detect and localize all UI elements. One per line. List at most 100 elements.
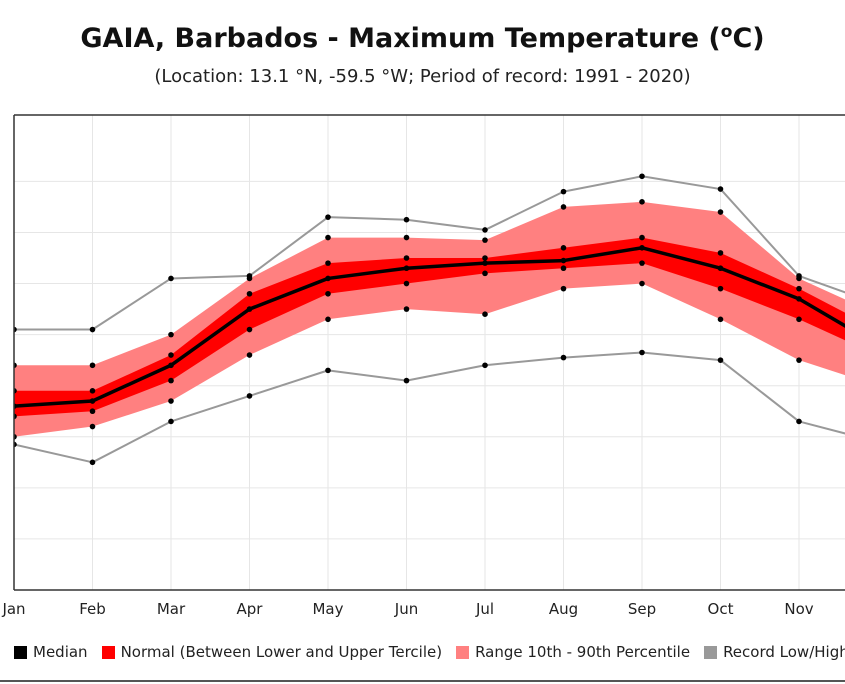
legend-swatch-normal xyxy=(101,645,115,659)
data-point-record-low xyxy=(403,377,410,384)
legend-label-record: Record Low/High xyxy=(723,643,845,661)
data-point-record-high xyxy=(560,188,567,195)
chart-title-text: GAIA, Barbados - Maximum Temperature ( xyxy=(80,23,721,54)
data-point-record-low xyxy=(639,349,645,356)
data-point-upper-tercile xyxy=(717,250,724,256)
data-point-upper-tercile xyxy=(325,260,331,266)
chart-legend: Median Normal (Between Lower and Upper T… xyxy=(0,640,845,664)
data-point-upper-tercile xyxy=(796,285,802,292)
data-point-lower-tercile xyxy=(403,280,410,287)
legend-item-median: Median xyxy=(14,643,88,661)
data-point-lower-tercile xyxy=(482,270,488,277)
chart-title-unit: C) xyxy=(732,23,765,54)
plot-area xyxy=(14,173,845,466)
data-point-90th-percentile xyxy=(717,209,724,215)
median-line xyxy=(14,246,845,408)
data-point-lower-tercile xyxy=(796,316,802,323)
data-point-record-low xyxy=(325,367,331,374)
data-point-10th-percentile xyxy=(796,357,802,363)
data-point-median xyxy=(403,265,410,272)
data-point-90th-percentile xyxy=(639,199,645,205)
data-point-upper-tercile xyxy=(639,234,645,241)
data-point-upper-tercile xyxy=(246,290,253,297)
record-high-line xyxy=(14,175,845,331)
x-tick-label: Aug xyxy=(549,600,578,618)
data-point-upper-tercile xyxy=(89,388,96,394)
chart-title: GAIA, Barbados - Maximum Temperature (oC… xyxy=(0,22,845,54)
data-point-lower-tercile xyxy=(89,408,96,415)
legend-item-range: Range 10th - 90th Percentile xyxy=(456,643,690,661)
data-point-record-high xyxy=(639,173,645,180)
data-point-90th-percentile xyxy=(168,331,174,338)
data-point-median xyxy=(560,257,567,264)
legend-item-record: Record Low/High xyxy=(704,643,845,661)
x-tick-label: Mar xyxy=(157,600,186,618)
x-tick-label: May xyxy=(312,600,343,618)
bottom-divider xyxy=(0,680,845,682)
data-point-record-high xyxy=(89,326,96,333)
data-point-lower-tercile xyxy=(717,285,724,292)
record-low-line xyxy=(14,351,845,464)
data-point-median xyxy=(717,265,724,272)
data-point-90th-percentile xyxy=(482,237,488,243)
data-point-record-high xyxy=(325,214,331,220)
data-point-record-high xyxy=(403,216,410,223)
x-tick-label: Jan xyxy=(1,600,25,618)
data-point-record-low xyxy=(168,418,174,425)
data-point-record-high xyxy=(717,186,724,192)
data-point-10th-percentile xyxy=(482,311,488,317)
data-point-90th-percentile xyxy=(325,234,331,241)
data-point-record-high xyxy=(168,275,174,282)
data-point-upper-tercile xyxy=(560,244,567,251)
data-point-record-low xyxy=(89,459,96,466)
data-point-10th-percentile xyxy=(403,306,410,312)
data-point-upper-tercile xyxy=(403,255,410,261)
x-tick-label: Sep xyxy=(628,600,656,618)
data-point-10th-percentile xyxy=(89,423,96,430)
legend-item-normal: Normal (Between Lower and Upper Tercile) xyxy=(101,643,443,661)
x-tick-label: Jun xyxy=(394,600,418,618)
data-point-90th-percentile xyxy=(796,275,802,282)
data-point-median xyxy=(89,398,96,404)
data-point-record-low xyxy=(560,354,567,361)
data-point-90th-percentile xyxy=(403,234,410,241)
legend-swatch-median xyxy=(14,645,27,659)
data-point-record-low xyxy=(796,418,802,425)
x-tick-label: Apr xyxy=(237,600,264,618)
data-point-lower-tercile xyxy=(639,260,645,266)
data-point-10th-percentile xyxy=(325,316,331,323)
data-point-10th-percentile xyxy=(717,316,724,323)
data-point-median xyxy=(482,260,488,266)
data-point-lower-tercile xyxy=(325,290,331,297)
data-point-10th-percentile xyxy=(246,352,253,358)
legend-label-range: Range 10th - 90th Percentile xyxy=(475,643,691,661)
data-point-median xyxy=(796,296,802,302)
x-tick-label: Nov xyxy=(784,600,813,618)
data-point-10th-percentile xyxy=(639,280,645,287)
data-point-record-low xyxy=(717,357,724,363)
data-point-median xyxy=(639,244,645,251)
data-point-upper-tercile xyxy=(168,352,174,358)
data-point-record-low xyxy=(246,393,253,399)
data-point-lower-tercile xyxy=(168,377,174,384)
legend-swatch-range xyxy=(456,645,470,659)
data-point-90th-percentile xyxy=(246,275,253,282)
chart-subtitle: (Location: 13.1 °N, -59.5 °W; Period of … xyxy=(154,66,691,87)
data-point-upper-tercile xyxy=(482,255,488,261)
data-point-median xyxy=(325,275,331,282)
legend-label-normal: Normal (Between Lower and Upper Tercile) xyxy=(120,643,443,661)
data-point-90th-percentile xyxy=(560,204,567,210)
x-tick-label: Oct xyxy=(708,600,734,618)
x-tick-label: Feb xyxy=(79,600,106,618)
legend-swatch-record xyxy=(704,645,718,659)
x-tick-label: Jul xyxy=(475,600,494,618)
data-point-10th-percentile xyxy=(168,398,174,404)
data-point-lower-tercile xyxy=(560,265,567,272)
chart-title-superscript: o xyxy=(720,22,733,42)
legend-label-median: Median xyxy=(33,643,88,661)
data-point-10th-percentile xyxy=(560,285,567,292)
data-point-90th-percentile xyxy=(89,362,96,369)
data-point-lower-tercile xyxy=(246,326,253,333)
data-point-median xyxy=(246,306,253,312)
